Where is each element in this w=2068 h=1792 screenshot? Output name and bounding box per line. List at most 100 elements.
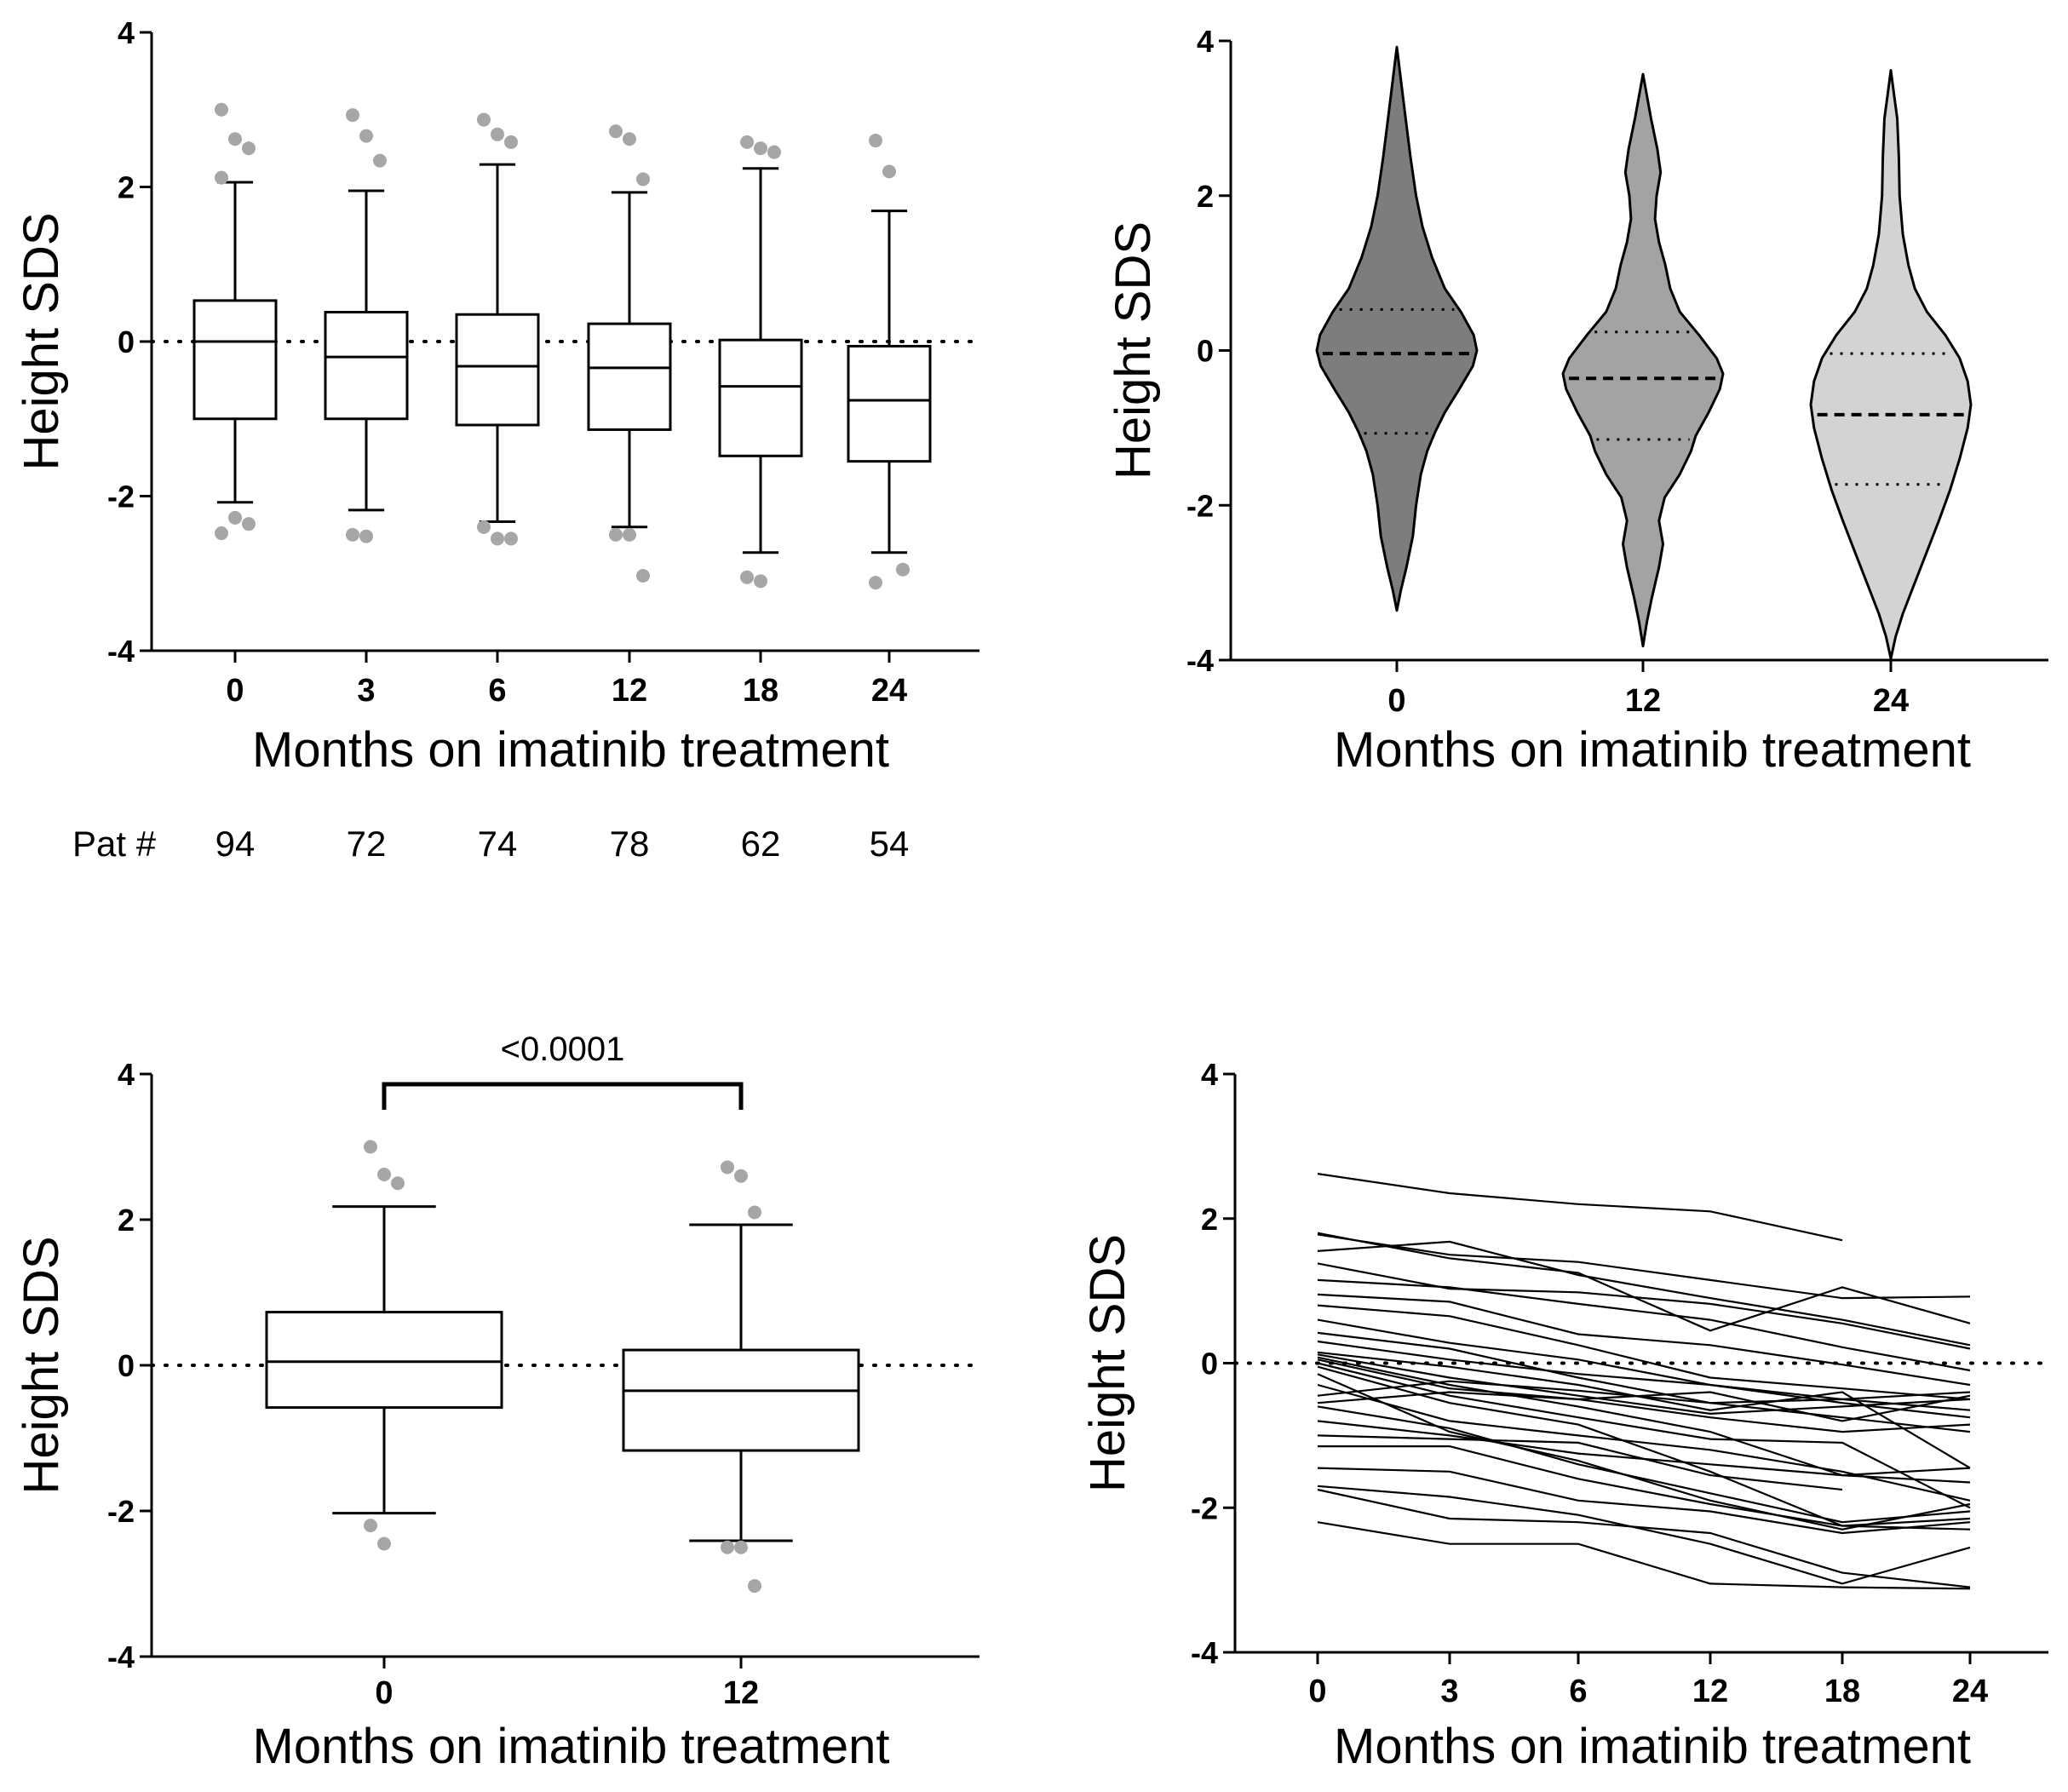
x-tick-label: 18 xyxy=(1824,1674,1860,1709)
y-tick-label: -2 xyxy=(107,480,135,514)
outlier-point xyxy=(734,1169,748,1183)
outlier-point xyxy=(373,153,387,168)
y-axis-title: Height SDS xyxy=(14,1236,69,1494)
box-iqr xyxy=(847,344,932,463)
patient-trajectory xyxy=(1317,1232,1971,1332)
y-axis-title: Height SDS xyxy=(14,212,69,470)
patient-trajectory xyxy=(1317,1521,1971,1590)
outlier-point xyxy=(377,1536,391,1551)
y-tick-label: -4 xyxy=(1191,1635,1218,1670)
y-axis-title: Height SDS xyxy=(1080,1234,1135,1492)
outlier-point xyxy=(740,135,754,149)
y-tick-label: -2 xyxy=(107,1494,135,1529)
box-iqr xyxy=(324,311,409,421)
outlier-point xyxy=(623,132,636,146)
x-axis-title: Months on imatinib treatment xyxy=(1334,1719,1971,1774)
patient-trajectory xyxy=(1317,1331,1971,1433)
patient-count-label: Pat # xyxy=(72,824,157,864)
outlier-point xyxy=(504,531,518,546)
y-tick-label: 2 xyxy=(1197,179,1214,214)
patient-trajectory xyxy=(1317,1405,1971,1524)
patient-count-value: 54 xyxy=(870,824,910,864)
y-tick-label: 2 xyxy=(1201,1202,1218,1237)
patient-count-value: 94 xyxy=(215,824,256,864)
y-tick-label: -4 xyxy=(107,634,135,669)
x-axis-title: Months on imatinib treatment xyxy=(252,722,889,778)
x-tick-label: 24 xyxy=(1873,683,1909,719)
patient-trajectory xyxy=(1317,1304,1971,1400)
outlier-point xyxy=(215,102,228,117)
outlier-point xyxy=(391,1176,405,1191)
y-axis-title: Height SDS xyxy=(1106,221,1161,480)
patient-trajectory xyxy=(1317,1383,1971,1502)
outlier-point xyxy=(377,1167,391,1181)
x-tick-label: 24 xyxy=(1952,1674,1988,1709)
outlier-point xyxy=(477,520,491,534)
patient-trajectory xyxy=(1317,1380,1971,1411)
patient-trajectory xyxy=(1317,1262,1971,1350)
outlier-point xyxy=(721,1540,734,1554)
outlier-point xyxy=(748,1579,761,1594)
outlier-point xyxy=(359,529,373,543)
y-tick-label: 0 xyxy=(1201,1347,1218,1381)
outlier-point xyxy=(636,172,650,187)
outlier-point xyxy=(623,527,636,542)
x-tick-label: 0 xyxy=(1387,683,1405,719)
y-tick-label: 0 xyxy=(118,1348,135,1383)
outlier-point xyxy=(882,164,896,179)
y-tick-label: 4 xyxy=(1201,1057,1218,1092)
box-iqr xyxy=(455,313,540,427)
patient-trajectory xyxy=(1317,1467,1971,1535)
patient-trajectory xyxy=(1317,1485,1971,1585)
x-tick-label: 12 xyxy=(1692,1674,1728,1709)
x-tick-label: 0 xyxy=(226,673,244,709)
patient-trajectory xyxy=(1317,1340,1971,1401)
p-value-label: <0.0001 xyxy=(501,1031,625,1068)
violin-12 xyxy=(1561,72,1725,648)
outlier-point xyxy=(346,527,359,542)
x-axis-title: Months on imatinib treatment xyxy=(253,1719,890,1774)
x-axis-title: Months on imatinib treatment xyxy=(1334,722,1971,778)
outlier-point xyxy=(364,1140,377,1154)
box-iqr xyxy=(192,299,278,421)
patient-trajectory xyxy=(1317,1362,1971,1509)
outlier-point xyxy=(491,531,504,546)
outlier-point xyxy=(228,132,242,146)
box-6 xyxy=(455,112,540,546)
box-iqr xyxy=(587,322,672,431)
x-tick-label: 12 xyxy=(1625,683,1661,719)
outlier-point xyxy=(869,576,882,590)
outlier-point xyxy=(740,570,754,584)
violin-shape xyxy=(1561,72,1725,648)
patient-count-value: 72 xyxy=(347,824,387,864)
patient-count-value: 74 xyxy=(478,824,518,864)
panel-box-plot-comparison: -4 -2 0 2 4 0 12 Height SDS Months on imatinib t… xyxy=(14,1031,981,1774)
patient-trajectory xyxy=(1317,1420,1971,1477)
box-0 xyxy=(192,102,278,541)
y-tick-label: 0 xyxy=(118,325,135,359)
x-tick-label: 18 xyxy=(743,673,778,709)
outlier-point xyxy=(364,1519,377,1533)
violin-24 xyxy=(1809,69,1973,660)
significance-bracket xyxy=(382,1082,744,1110)
patient-trajectory xyxy=(1317,1373,1971,1531)
outlier-point xyxy=(215,526,228,541)
x-tick-label: 3 xyxy=(357,673,375,709)
y-tick-label: -4 xyxy=(1186,643,1214,678)
y-tick-label: 4 xyxy=(1197,24,1214,59)
patient-trajectory xyxy=(1317,1353,1971,1416)
y-tick-label: 4 xyxy=(118,1057,135,1092)
patient-trajectory xyxy=(1317,1391,1971,1433)
patient-count-value: 62 xyxy=(741,824,781,864)
box-iqr xyxy=(622,1348,860,1452)
outlier-point xyxy=(609,124,623,139)
outlier-point xyxy=(734,1540,748,1554)
y-tick-label: -2 xyxy=(1186,488,1214,523)
x-tick-label: 12 xyxy=(723,1675,759,1711)
patient-count-value: 78 xyxy=(610,824,650,864)
x-tick-label: 0 xyxy=(1308,1674,1326,1709)
patient-trajectory xyxy=(1317,1293,1971,1387)
